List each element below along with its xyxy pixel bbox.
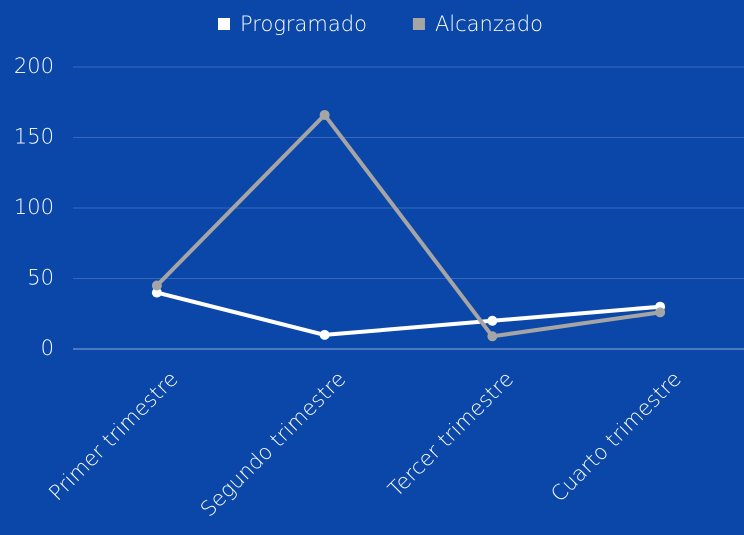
y-tick-label: 200 bbox=[14, 54, 54, 78]
point bbox=[319, 109, 330, 120]
y-tick-label: 100 bbox=[14, 195, 54, 219]
point bbox=[655, 307, 666, 318]
legend-swatch bbox=[412, 18, 425, 30]
y-tick-label: 50 bbox=[27, 266, 54, 290]
legend-label: Alcanzado bbox=[435, 12, 543, 36]
legend-swatch bbox=[218, 18, 230, 30]
point bbox=[151, 287, 162, 298]
series-line bbox=[156, 290, 661, 337]
legend-label: Programado bbox=[240, 12, 367, 36]
y-tick-label: 150 bbox=[14, 125, 54, 149]
y-tick-label: 0 bbox=[41, 336, 54, 360]
series-line bbox=[155, 112, 661, 339]
point bbox=[151, 280, 162, 291]
point bbox=[319, 329, 330, 340]
point bbox=[487, 315, 498, 326]
point bbox=[487, 331, 498, 342]
